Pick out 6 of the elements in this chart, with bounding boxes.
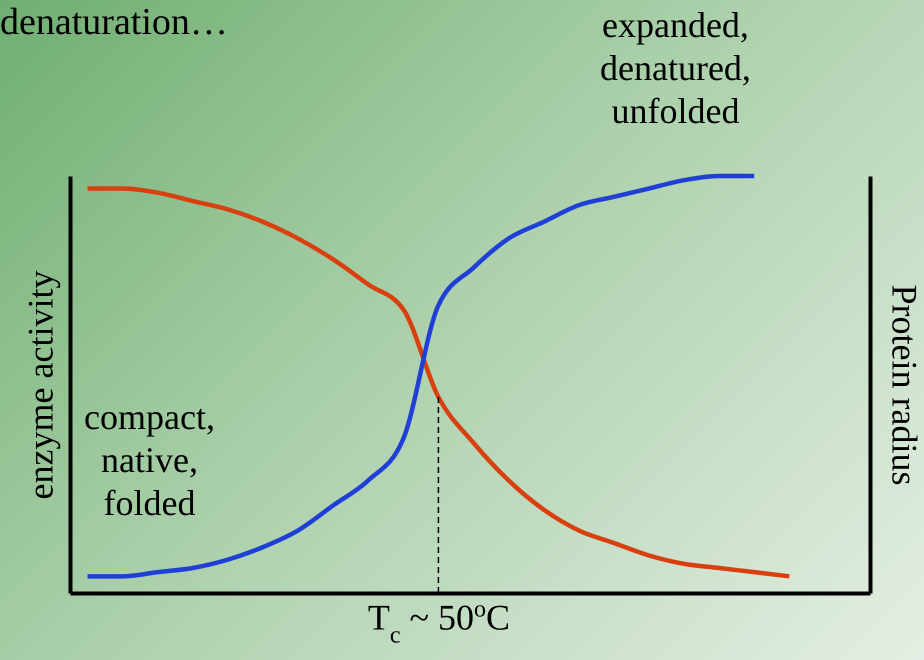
y-axis-title: enzyme activity [20, 270, 60, 500]
y2-axis-title: Protein radius [884, 284, 924, 486]
x-axis-title: T$_{c}$ ~ 50$^{o}$C [368, 596, 510, 648]
chart-title: denaturation… [0, 0, 228, 45]
annotation: compact, native, folded [84, 396, 215, 526]
text: expanded, denatured, unfolded [600, 4, 751, 134]
